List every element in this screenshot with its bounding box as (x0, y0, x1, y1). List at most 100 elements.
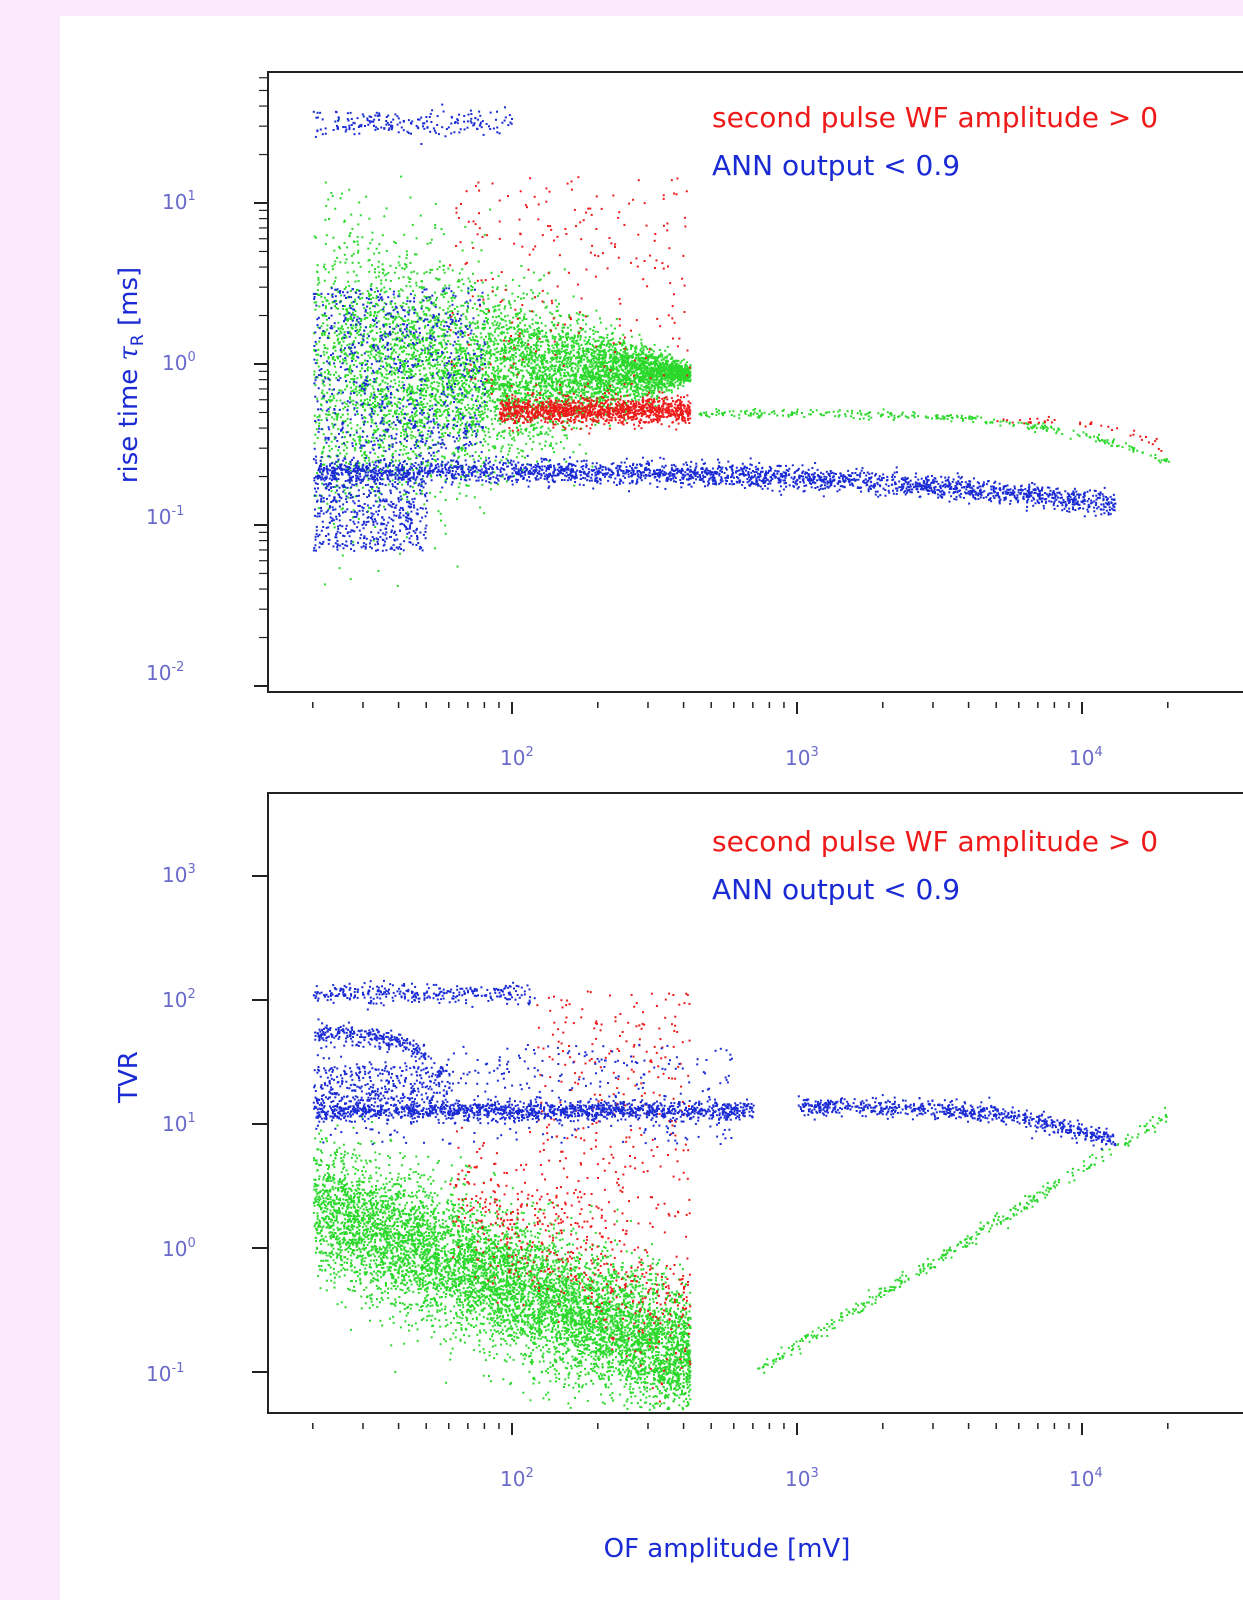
scatter-point (380, 331, 382, 333)
scatter-point (344, 406, 346, 408)
scatter-point (480, 361, 482, 363)
scatter-point (455, 327, 457, 329)
scatter-point (640, 342, 642, 344)
scatter-point (391, 405, 393, 407)
scatter-point (434, 496, 436, 498)
scatter-point (467, 290, 469, 292)
scatter-point (462, 313, 464, 315)
scatter-point (541, 448, 543, 450)
scatter-point (383, 287, 385, 289)
scatter-point (432, 372, 434, 374)
scatter-point (418, 354, 420, 356)
scatter-point (585, 323, 587, 325)
scatter-point (398, 385, 400, 387)
scatter-point (498, 309, 500, 311)
scatter-point (532, 319, 534, 321)
scatter-point (490, 488, 492, 490)
scatter-point (604, 360, 606, 362)
scatter-point (395, 351, 397, 353)
scatter-point (324, 264, 326, 266)
scatter-point (453, 428, 455, 430)
scatter-point (545, 441, 547, 443)
scatter-point (547, 292, 549, 294)
scatter-point (554, 338, 556, 340)
scatter-point (393, 297, 395, 299)
scatter-point (485, 426, 487, 428)
scatter-point (410, 271, 412, 273)
scatter-point (671, 391, 673, 393)
scatter-point (446, 409, 448, 411)
scatter-point (464, 226, 466, 228)
scatter-point (681, 360, 683, 362)
scatter-point (452, 410, 454, 412)
scatter-point (401, 267, 403, 269)
scatter-point (447, 389, 449, 391)
scatter-point (346, 336, 348, 338)
scatter-point (477, 409, 479, 411)
scatter-point (448, 379, 450, 381)
scatter-point (619, 388, 621, 390)
scatter-point (346, 447, 348, 449)
scatter-point (408, 307, 410, 309)
scatter-point (376, 248, 378, 250)
scatter-point (367, 402, 369, 404)
scatter-point (368, 296, 370, 298)
scatter-point (387, 390, 389, 392)
scatter-point (390, 265, 392, 267)
scatter-point (412, 401, 414, 403)
scatter-point (543, 393, 545, 395)
scatter-point (520, 310, 522, 312)
scatter-point (432, 439, 434, 441)
scatter-point (656, 398, 658, 400)
scatter-point (502, 476, 504, 478)
scatter-point (372, 305, 374, 307)
scatter-point (420, 452, 422, 454)
scatter-point (431, 269, 433, 271)
scatter-point (536, 401, 538, 403)
scatter-point (350, 214, 352, 216)
scatter-point (408, 353, 410, 355)
scatter-point (348, 285, 350, 287)
scatter-point (534, 428, 536, 430)
scatter-point (332, 237, 334, 239)
scatter-point (458, 431, 460, 433)
scatter-point (575, 397, 577, 399)
scatter-point (638, 399, 640, 401)
scatter-point (535, 396, 537, 398)
scatter-point (373, 429, 375, 431)
scatter-point (361, 354, 363, 356)
scatter-point (354, 449, 356, 451)
scatter-point (449, 310, 451, 312)
scatter-point (683, 382, 685, 384)
scatter-point (444, 432, 446, 434)
scatter-point (467, 307, 469, 309)
scatter-point (415, 373, 417, 375)
scatter-point (530, 327, 532, 329)
scatter-point (533, 348, 535, 350)
scatter-point (445, 377, 447, 379)
scatter-point (381, 361, 383, 363)
scatter-point (481, 377, 483, 379)
scatter-point (650, 387, 652, 389)
scatter-point (328, 445, 330, 447)
scatter-point (405, 358, 407, 360)
scatter-point (567, 327, 569, 329)
scatter-point (498, 328, 500, 330)
scatter-point (323, 385, 325, 387)
scatter-point (346, 344, 348, 346)
scatter-point (414, 415, 416, 417)
scatter-point (385, 291, 387, 293)
scatter-point (564, 434, 566, 436)
scatter-point (416, 313, 418, 315)
scatter-point (416, 443, 418, 445)
scatter-point (566, 349, 568, 351)
scatter-point (371, 421, 373, 423)
scatter-point (560, 441, 562, 443)
scatter-point (392, 479, 394, 481)
scatter-point (562, 336, 564, 338)
scatter-point (367, 312, 369, 314)
scatter-point (533, 344, 535, 346)
scatter-point (520, 431, 522, 433)
scatter-point (333, 345, 335, 347)
